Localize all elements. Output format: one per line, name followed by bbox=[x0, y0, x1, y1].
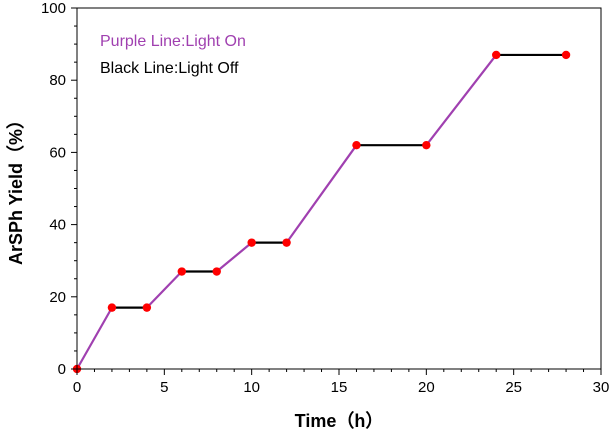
data-point-marker bbox=[492, 50, 501, 60]
legend-entry-light-on: Purple Line:Light On bbox=[100, 33, 246, 50]
x-tick-label: 10 bbox=[243, 379, 260, 396]
x-tick-label: 5 bbox=[160, 379, 168, 396]
light-on-segment bbox=[285, 144, 358, 244]
light-on-segment bbox=[75, 306, 114, 371]
x-tick-label: 25 bbox=[505, 379, 522, 396]
data-point-marker bbox=[107, 303, 117, 312]
data-point-marker bbox=[177, 267, 186, 276]
x-axis-title: Time（h） bbox=[295, 411, 384, 431]
y-tick-label: 40 bbox=[49, 217, 66, 234]
data-point-marker bbox=[352, 140, 361, 150]
marker-layer bbox=[72, 50, 571, 374]
axis-layer bbox=[71, 7, 602, 375]
data-point-marker bbox=[247, 238, 256, 247]
y-tick-label: 100 bbox=[41, 0, 66, 17]
series-layer bbox=[75, 53, 568, 371]
data-point-marker bbox=[422, 140, 431, 150]
x-tick-label: 15 bbox=[331, 379, 348, 396]
y-tick-label: 80 bbox=[49, 72, 66, 89]
y-axis-title: ArSPh Yield（%） bbox=[6, 111, 26, 265]
light-on-segment bbox=[145, 270, 183, 309]
y-tick-label: 0 bbox=[58, 361, 66, 378]
data-point-marker bbox=[282, 238, 291, 247]
data-point-marker bbox=[142, 303, 152, 312]
y-tick-label: 20 bbox=[49, 289, 66, 306]
x-tick-label: 20 bbox=[418, 379, 435, 396]
legend-entry-light-off: Black Line:Light Off bbox=[100, 60, 239, 77]
x-tick-label: 30 bbox=[593, 379, 610, 396]
tick-label-layer: 0 5 10 15 20 25 30 0 20 40 60 80 100 bbox=[41, 0, 609, 396]
data-point-marker bbox=[561, 50, 571, 60]
x-tick-label: 0 bbox=[73, 379, 81, 396]
light-on-segment bbox=[425, 53, 498, 147]
light-on-segment bbox=[215, 241, 253, 273]
data-point-marker bbox=[212, 267, 221, 276]
y-tick-label: 60 bbox=[49, 144, 66, 161]
